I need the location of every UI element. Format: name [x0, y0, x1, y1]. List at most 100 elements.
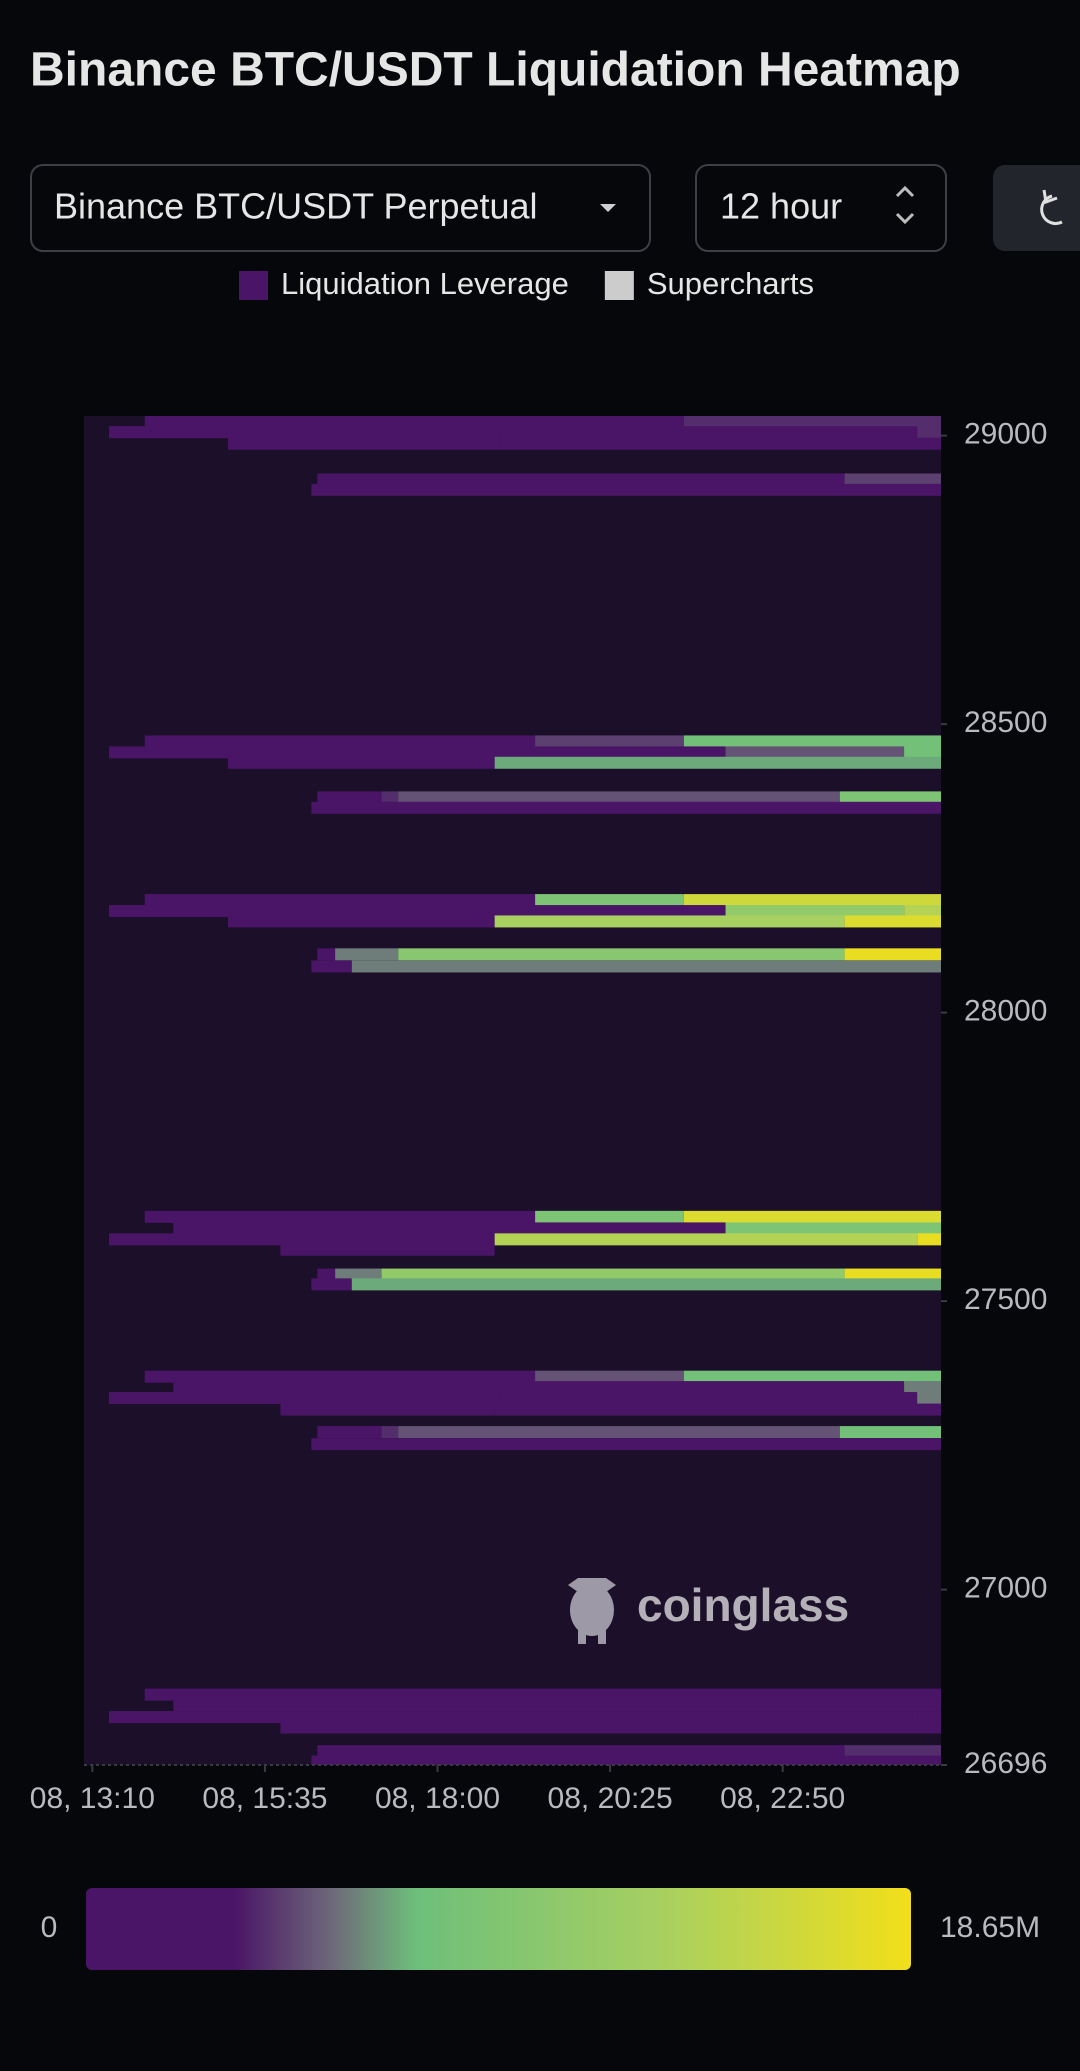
button-box[interactable] — [993, 165, 1080, 251]
watermark-icon-leg — [598, 1628, 606, 1644]
colorbar-max-label: 18.65M — [940, 1911, 1040, 1944]
heatmap-cell — [844, 1745, 941, 1758]
heatmap-cell — [144, 416, 684, 428]
heatmap-cell — [317, 1426, 382, 1439]
heatmap-cell — [280, 1243, 495, 1256]
heatmap-cell — [144, 1688, 941, 1701]
heatmap-cell — [499, 437, 941, 450]
select-box[interactable] — [30, 164, 651, 252]
x-tick-label: 08, 15:35 — [202, 1782, 327, 1815]
plot-area — [84, 416, 941, 1765]
heatmap-cell — [311, 801, 941, 814]
heatmap-cell — [311, 1278, 352, 1291]
watermark-text: coinglass — [637, 1579, 849, 1631]
heatmap-cell — [311, 1755, 941, 1765]
heatmap-cell — [228, 756, 495, 769]
heatmap-cell — [144, 735, 536, 748]
heatmap-cell — [317, 473, 845, 486]
heatmap-cell — [725, 1222, 941, 1235]
heatmap-cell — [317, 1268, 336, 1281]
heatmap-cell — [398, 1426, 840, 1439]
heatmap-cell — [904, 1381, 941, 1394]
y-tick-label: 29000 — [964, 418, 1047, 451]
heatmap-cell — [844, 1268, 941, 1281]
heatmap-cell — [917, 1233, 941, 1246]
heatmap-cell — [917, 1392, 941, 1405]
heatmap-cell — [173, 1381, 905, 1394]
heatmap-cell — [683, 1210, 941, 1223]
y-tick-label: 26696 — [964, 1747, 1047, 1780]
heatmap-cell — [535, 735, 684, 748]
select-box[interactable] — [695, 164, 947, 252]
x-tick-label: 08, 22:50 — [720, 1782, 845, 1815]
heatmap-cell — [683, 1370, 941, 1383]
heatmap-cell — [917, 1711, 941, 1724]
heatmap-cell — [108, 1711, 918, 1724]
heatmap-cell — [144, 894, 536, 907]
heatmap-cell — [108, 746, 726, 759]
dropdown-arrow — [600, 204, 616, 212]
heatmap-cell — [317, 948, 336, 961]
y-tick-label: 28000 — [964, 995, 1047, 1028]
legend-label: Liquidation Leverage — [281, 266, 569, 301]
heatmap-cell — [499, 1392, 918, 1405]
legend-swatch — [239, 271, 268, 300]
select-text[interactable]: Binance BTC/USDT Perpetual — [54, 186, 538, 227]
x-tick-label: 08, 20:25 — [548, 1782, 673, 1815]
heatmap-cell — [381, 1426, 399, 1439]
heatmap — [108, 416, 941, 1765]
heatmap-cell — [904, 746, 941, 759]
heatmap-cell — [494, 756, 941, 769]
market-select[interactable]: Binance BTC/USDT Perpetual — [30, 164, 651, 252]
heatmap-cell — [535, 1210, 684, 1223]
heatmap-cell — [280, 1721, 941, 1734]
y-tick-label: 28500 — [964, 706, 1047, 739]
heatmap-cell — [839, 1426, 941, 1439]
watermark: coinglass — [568, 1578, 849, 1644]
interval-select[interactable]: 12 hour — [695, 164, 947, 252]
heatmap-cell — [844, 473, 941, 486]
heatmap-cell — [173, 1698, 941, 1711]
y-tick-label: 27000 — [964, 1572, 1047, 1605]
heatmap-cell — [683, 416, 941, 428]
heatmap-cell — [381, 1268, 845, 1281]
heatmap-cell — [311, 960, 352, 973]
heatmap-cell — [108, 905, 726, 918]
heatmap-cell — [108, 426, 500, 439]
colorbar — [86, 1888, 911, 1970]
heatmap-cell — [725, 905, 905, 918]
heatmap-cell — [494, 1233, 918, 1246]
colorbar-min-label: 0 — [41, 1911, 58, 1944]
select-text[interactable]: 12 hour — [720, 186, 842, 227]
legend: Liquidation Leverage Supercharts — [239, 266, 814, 301]
watermark-icon-ears — [568, 1578, 616, 1592]
refresh-button[interactable] — [993, 165, 1080, 251]
heatmap-cell — [844, 948, 941, 961]
heatmap-cell — [311, 1438, 941, 1451]
heatmap-cell — [228, 437, 500, 450]
heatmap-cell — [144, 1370, 536, 1383]
watermark-icon — [570, 1584, 614, 1636]
legend-swatch — [604, 271, 634, 300]
heatmap-cell — [317, 791, 382, 804]
heatmap-cell — [280, 1403, 495, 1416]
heatmap-cell — [683, 735, 941, 748]
heatmap-cell — [173, 1222, 726, 1235]
heatmap-cell — [108, 1392, 500, 1405]
heatmap-cell — [335, 948, 399, 961]
heatmap-cell — [839, 791, 941, 804]
watermark-icon-leg — [578, 1628, 586, 1644]
heatmap-cell — [317, 1745, 845, 1758]
page-title: Binance BTC/USDT Liquidation Heatmap — [30, 44, 961, 97]
spinner-arrows — [895, 185, 915, 225]
heatmap-cell — [335, 1268, 382, 1281]
heatmap-cell — [108, 1233, 495, 1246]
x-axis: 08, 13:10 08, 15:35 08, 18:00 08, 20:25 08, … — [30, 1782, 845, 1815]
heatmap-cell — [398, 948, 845, 961]
heatmap-cell — [494, 1403, 941, 1416]
heatmap-cell — [844, 915, 941, 928]
heatmap-cell — [535, 894, 684, 907]
heatmap-cell — [311, 483, 941, 496]
